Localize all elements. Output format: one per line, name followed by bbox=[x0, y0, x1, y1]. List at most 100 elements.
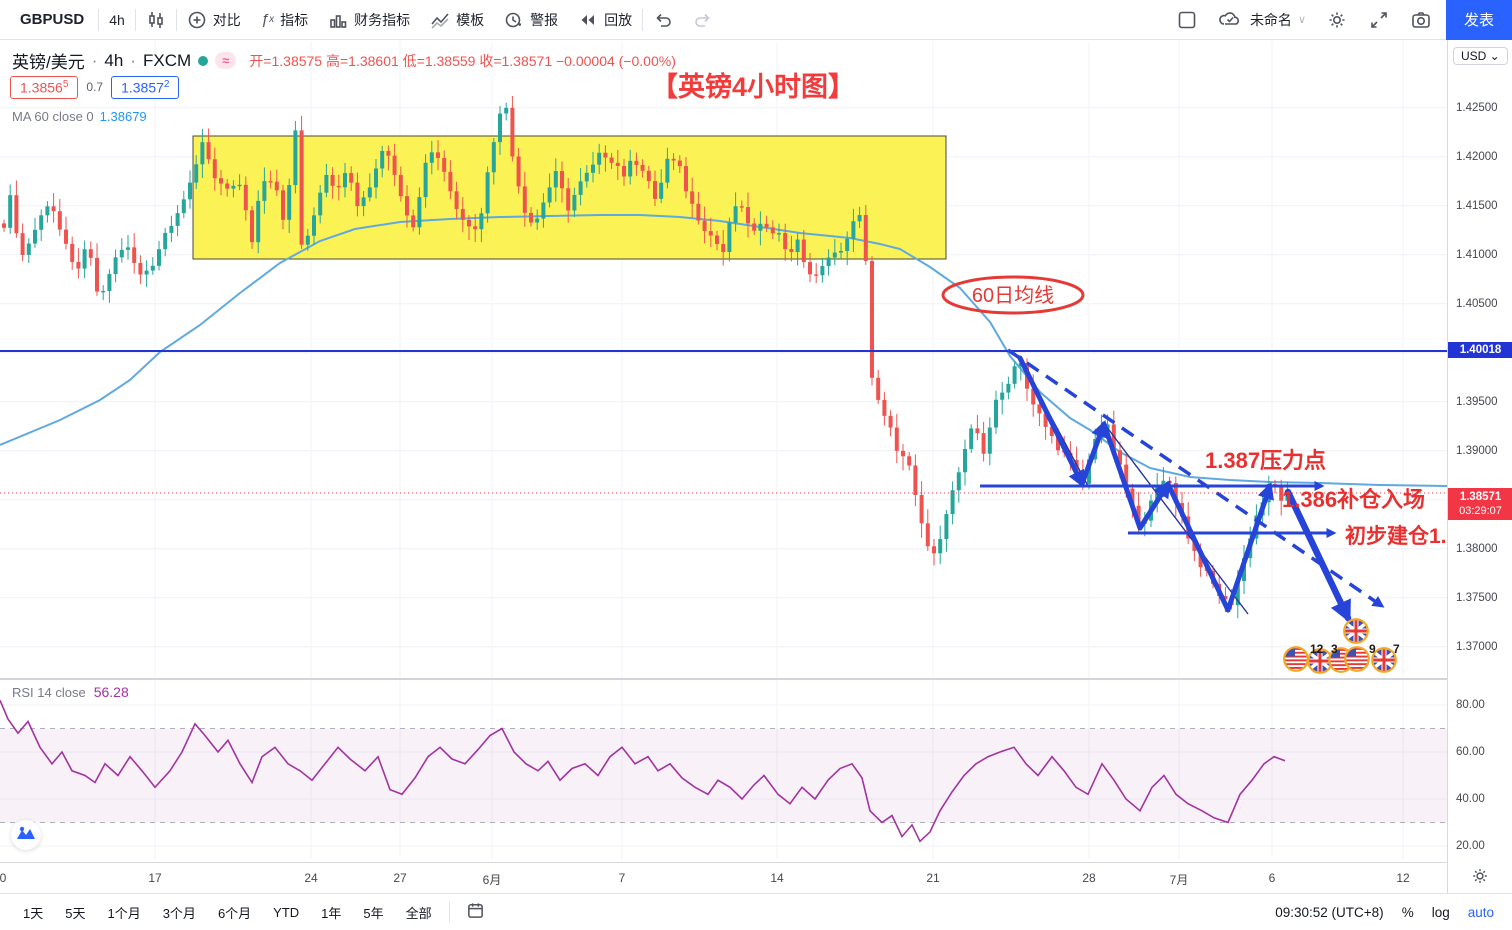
sell-button[interactable]: 1.38565 bbox=[10, 76, 79, 99]
event-count-label: 7 bbox=[1393, 642, 1400, 656]
log-scale-toggle[interactable]: log bbox=[1431, 904, 1450, 920]
event-count-label: 3 bbox=[1331, 642, 1338, 656]
trade-note-text: 1.387压力点 bbox=[1205, 448, 1326, 473]
rsi-tick: 20.00 bbox=[1456, 840, 1485, 852]
bar-chart-icon bbox=[328, 10, 348, 30]
zigzag-arrow[interactable] bbox=[1101, 421, 1143, 531]
last-price-badge: 1.38571 03:29:07 bbox=[1448, 488, 1512, 520]
save-layout-button[interactable]: 未命名 ∨ bbox=[1208, 0, 1316, 39]
legend-exchange: FXCM bbox=[143, 50, 192, 70]
layout-square-icon bbox=[1176, 9, 1198, 31]
layout-button[interactable] bbox=[1166, 0, 1208, 39]
range-button-1天[interactable]: 1天 bbox=[23, 905, 44, 921]
interval-button[interactable]: 4h bbox=[109, 11, 125, 28]
settings-button[interactable] bbox=[1316, 0, 1358, 39]
zigzag-arrow[interactable] bbox=[1225, 481, 1274, 613]
price-tick: 1.41500 bbox=[1456, 199, 1498, 212]
rsi-line[interactable] bbox=[0, 699, 1286, 843]
go-to-date-button[interactable] bbox=[462, 899, 489, 925]
chart-style-button[interactable] bbox=[136, 0, 176, 39]
ohlc-values: 开=1.38575 高=1.38601 低=1.38559 收=1.38571 … bbox=[249, 52, 676, 69]
zigzag-arrow[interactable] bbox=[1165, 481, 1231, 613]
rsi-tick: 60.00 bbox=[1456, 746, 1485, 758]
price-tick: 1.41000 bbox=[1456, 248, 1498, 261]
us-flag-icon[interactable] bbox=[1283, 646, 1309, 672]
ma-callout-ellipse[interactable] bbox=[941, 275, 1085, 315]
percent-scale-toggle[interactable]: % bbox=[1401, 904, 1414, 920]
fullscreen-button[interactable] bbox=[1358, 0, 1400, 39]
time-tick: 7月 bbox=[1169, 873, 1189, 887]
timezone-gear-icon[interactable] bbox=[1470, 866, 1490, 891]
bottom-toolbar: 1天 5天 1个月 3个月 6个月 YTD 1年 5年 全部 09:30:52 (UTC+8) … bbox=[0, 893, 1512, 930]
divider bbox=[134, 8, 136, 31]
time-tick: 14 bbox=[770, 871, 784, 885]
symbol-name[interactable]: 英镑/美元 bbox=[12, 53, 85, 72]
range-button-5天[interactable]: 5天 bbox=[65, 905, 86, 921]
uk-flag-icon[interactable] bbox=[1371, 647, 1397, 673]
time-axis[interactable]: 0 17 24 27 6月 7 14 21 28 7月 6 12 bbox=[0, 862, 1447, 893]
chevron-down-icon: ∨ bbox=[1297, 14, 1306, 26]
undo-button[interactable] bbox=[643, 0, 683, 39]
mountain-chart-icon bbox=[16, 825, 36, 846]
zigzag-arrow[interactable] bbox=[1079, 420, 1108, 487]
auto-scale-toggle[interactable]: auto bbox=[1467, 904, 1494, 920]
trade-note-text: 1.386补仓入场 bbox=[1282, 487, 1425, 512]
range-button-3个月[interactable]: 3个月 bbox=[162, 905, 196, 921]
price-tick: 1.37000 bbox=[1456, 640, 1498, 653]
pane-maximize-button[interactable] bbox=[11, 820, 41, 850]
price-tick: 1.39500 bbox=[1456, 395, 1498, 408]
template-button[interactable]: 模板 bbox=[420, 0, 494, 39]
buy-button[interactable]: 1.38572 bbox=[111, 76, 180, 99]
ma-callout-label: 60日均线 bbox=[972, 284, 1054, 307]
undo-icon bbox=[653, 10, 673, 30]
currency-toggle[interactable]: USD ⌄ bbox=[1453, 47, 1508, 65]
rsi-legend[interactable]: RSI 14 close 56.28 bbox=[12, 684, 129, 700]
camera-icon bbox=[1410, 9, 1432, 31]
compare-button[interactable]: 对比 bbox=[177, 0, 251, 39]
price-axis[interactable]: USD ⌄ 1.40018 1.38571 03:29:07 1.42500 1.… bbox=[1447, 40, 1512, 893]
replay-button[interactable]: 回放 bbox=[568, 0, 642, 39]
ma-legend[interactable]: MA 60 close 0 1.38679 bbox=[12, 109, 147, 124]
range-button-全部[interactable]: 全部 bbox=[405, 905, 432, 921]
range-button-YTD[interactable]: YTD bbox=[273, 904, 300, 920]
alert-button[interactable]: 警报 bbox=[494, 0, 568, 39]
price-tick: 1.42500 bbox=[1456, 101, 1498, 114]
snapshot-button[interactable] bbox=[1400, 0, 1446, 39]
price-level-badge: 1.40018 bbox=[1448, 342, 1512, 358]
time-tick: 12 bbox=[1396, 871, 1410, 885]
symbol-button[interactable]: GBPUSD bbox=[20, 11, 85, 28]
plus-circle-icon bbox=[187, 10, 207, 30]
divider bbox=[642, 8, 644, 31]
price-tick: 1.39000 bbox=[1456, 444, 1498, 457]
range-button-1个月[interactable]: 1个月 bbox=[107, 905, 141, 921]
redo-icon bbox=[693, 10, 713, 30]
rsi-tick: 80.00 bbox=[1456, 699, 1485, 711]
rsi-band bbox=[0, 728, 1447, 823]
delayed-data-badge[interactable]: ≈ bbox=[215, 52, 237, 69]
uk-flag-icon[interactable] bbox=[1307, 648, 1333, 674]
us-flag-icon[interactable] bbox=[1344, 646, 1370, 672]
redo-button[interactable] bbox=[683, 0, 723, 39]
alarm-clock-icon bbox=[504, 10, 524, 30]
range-button-5年[interactable]: 5年 bbox=[363, 905, 384, 921]
publish-button[interactable]: 发表 bbox=[1446, 0, 1512, 40]
clock-display[interactable]: 09:30:52 (UTC+8) bbox=[1275, 904, 1384, 920]
range-button-1年[interactable]: 1年 bbox=[321, 905, 342, 921]
zigzag-arrow[interactable] bbox=[1017, 355, 1085, 488]
divider bbox=[448, 902, 450, 922]
trend-line[interactable] bbox=[1105, 425, 1249, 615]
price-tick: 1.42000 bbox=[1456, 150, 1498, 163]
zigzag-arrow[interactable] bbox=[1284, 488, 1352, 623]
ma60-line[interactable] bbox=[0, 214, 1447, 487]
candlestick-icon bbox=[146, 10, 166, 30]
uk-flag-icon[interactable] bbox=[1343, 618, 1369, 644]
range-button-6个月[interactable]: 6个月 bbox=[217, 905, 252, 921]
zigzag-arrow[interactable] bbox=[1137, 480, 1171, 531]
time-tick: 27 bbox=[393, 871, 407, 885]
market-status-dot bbox=[198, 55, 209, 66]
financials-button[interactable]: 财务指标 bbox=[318, 0, 420, 39]
